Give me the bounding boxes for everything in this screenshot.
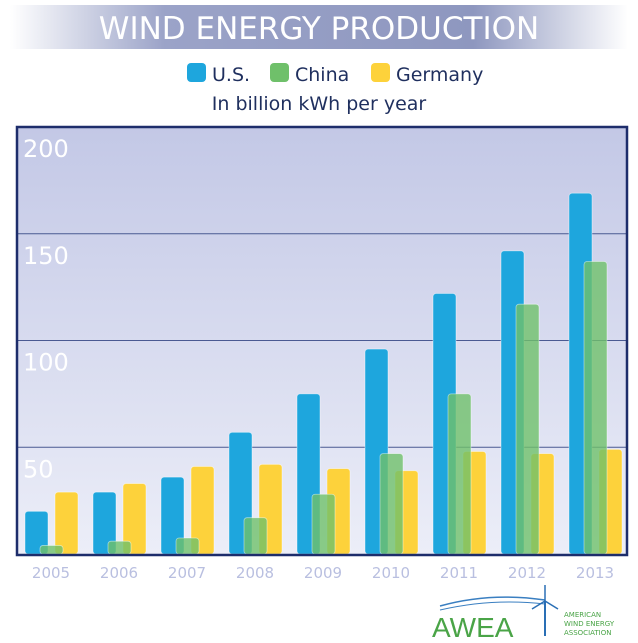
x-tick-label: 2009	[304, 564, 342, 582]
logo-tagline-2: WIND ENERGY	[564, 620, 615, 628]
x-tick-label: 2005	[32, 564, 70, 582]
bar-germany-2005	[54, 491, 79, 555]
legend-label-1: China	[295, 64, 349, 86]
bar-china-2007	[175, 537, 200, 555]
x-tick-label: 2008	[236, 564, 274, 582]
y-tick-label: 150	[23, 242, 69, 270]
bar-china-2005	[39, 545, 64, 555]
x-tick-label: 2012	[508, 564, 546, 582]
bar-china-2011	[447, 393, 472, 555]
x-tick-label: 2011	[440, 564, 478, 582]
x-tick-label: 2006	[100, 564, 138, 582]
x-tick-label: 2013	[576, 564, 614, 582]
legend-swatch-2	[371, 63, 390, 82]
y-tick-label: 50	[23, 455, 54, 483]
wind-swoosh-icon	[439, 596, 546, 607]
awea-logo: AWEA AMERICAN WIND ENERGY ASSOCIATION	[432, 585, 615, 643]
bar-china-2008	[243, 517, 268, 555]
bar-china-2012	[515, 303, 540, 555]
awea-logo-text: AWEA	[432, 612, 514, 643]
logo-tagline-3: ASSOCIATION	[564, 629, 611, 637]
plot-frame	[15, 125, 629, 557]
title-band	[10, 5, 628, 49]
y-tick-label: 100	[23, 349, 69, 377]
bar-china-2013	[583, 261, 608, 555]
legend-swatch-1	[270, 63, 289, 82]
x-tick-label: 2007	[168, 564, 206, 582]
wind-turbine-icon	[531, 585, 559, 636]
bar-china-2006	[107, 540, 132, 555]
x-tick-label: 2010	[372, 564, 410, 582]
chart-title: WIND ENERGY PRODUCTION	[99, 11, 539, 47]
legend-swatch-0	[187, 63, 206, 82]
bar-china-2009	[311, 493, 336, 555]
legend-label-2: Germany	[396, 64, 483, 86]
bar-china-2010	[379, 453, 404, 555]
legend: U.S. China Germany	[187, 63, 483, 86]
chart-subtitle: In billion kWh per year	[212, 93, 427, 115]
legend-label-0: U.S.	[212, 64, 250, 86]
y-tick-label: 200	[23, 135, 69, 163]
logo-tagline-1: AMERICAN	[564, 611, 601, 619]
